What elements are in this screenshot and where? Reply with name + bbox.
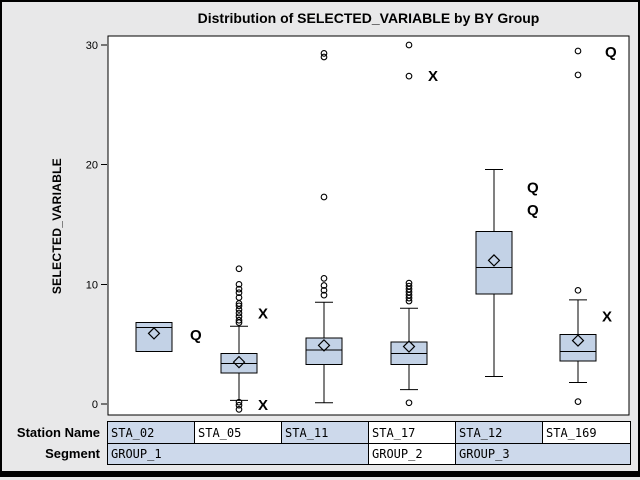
outlier-point: [235, 401, 243, 409]
y-tick-label: 10: [86, 279, 98, 291]
y-axis-label: SELECTED_VARIABLE: [50, 157, 64, 295]
segment-cell-GROUP_2: GROUP_2: [368, 443, 456, 465]
outlier-point: [574, 286, 582, 294]
annotation-Q: Q: [527, 202, 539, 219]
segment-cell-GROUP_1: GROUP_1: [107, 443, 369, 465]
outlier-point: [235, 289, 243, 297]
outlier-point: [320, 286, 328, 294]
box-STA_169: [559, 334, 597, 362]
annotation-Q: Q: [605, 44, 617, 61]
annotation-X: X: [428, 68, 438, 85]
outlier-point: [235, 306, 243, 313]
mean-diamond: [487, 254, 501, 267]
station-name-row-header: Station Name: [16, 425, 100, 440]
annotation-X: X: [258, 397, 268, 414]
y-tick-label: 20: [86, 160, 98, 172]
station-cell-STA_17: STA_17: [368, 421, 456, 444]
outlier-point: [320, 282, 328, 289]
segment-row-header: Segment: [45, 446, 100, 461]
outlier-point: [405, 72, 413, 80]
outlier-point: [235, 398, 243, 406]
outlier-point: [320, 291, 328, 299]
annotation-Q: Q: [190, 327, 202, 344]
outlier-point: [235, 285, 243, 293]
y-tick-label: 0: [92, 399, 98, 411]
segment-cell-GROUP_3: GROUP_3: [455, 443, 631, 465]
y-tick-label: 30: [86, 40, 98, 52]
outlier-point: [320, 50, 328, 57]
mean-diamond: [402, 340, 416, 353]
outlier-point: [574, 398, 582, 405]
outlier-point: [235, 309, 243, 317]
outlier-point: [235, 316, 243, 324]
box-STA_12: [475, 231, 513, 295]
chart-title: Distribution of SELECTED_VARIABLE by BY …: [197, 10, 540, 26]
annotation-Q: Q: [527, 179, 539, 196]
mean-diamond: [317, 339, 331, 352]
box-STA_17: [390, 341, 428, 366]
outlier-point: [320, 193, 328, 201]
outlier-point: [405, 297, 413, 305]
annotation-X: X: [602, 309, 612, 326]
outlier-point: [320, 275, 328, 282]
outlier-point: [405, 41, 413, 49]
outlier-point: [235, 319, 243, 326]
station-cell-STA_12: STA_12: [455, 421, 543, 444]
station-cell-STA_05: STA_05: [194, 421, 282, 444]
outlier-point: [574, 71, 582, 79]
station-cell-STA_169: STA_169: [542, 421, 631, 444]
station-cell-STA_11: STA_11: [281, 421, 369, 444]
mean-diamond: [232, 355, 246, 369]
outlier-point: [320, 53, 328, 61]
outlier-point: [235, 302, 243, 310]
outlier-point: [405, 399, 413, 407]
outlier-point: [235, 280, 243, 288]
annotation-X: X: [258, 306, 268, 323]
station-cell-STA_02: STA_02: [107, 421, 195, 444]
plot-area: [107, 35, 630, 416]
outlier-point: [574, 47, 582, 55]
outlier-point: [235, 406, 243, 413]
outlier-point: [405, 294, 413, 302]
outlier-point: [235, 265, 243, 273]
mean-diamond: [147, 327, 161, 340]
mean-diamond: [571, 334, 585, 347]
